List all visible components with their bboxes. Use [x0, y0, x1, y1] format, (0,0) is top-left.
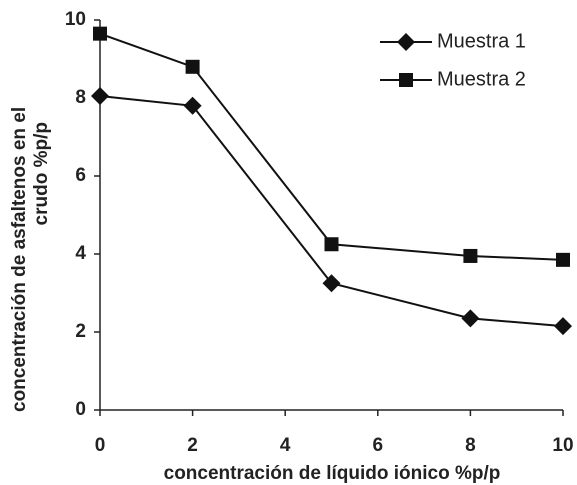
marker	[183, 96, 202, 115]
marker	[554, 317, 572, 336]
legend-label: Muestra 1	[437, 30, 526, 52]
y-axis-title: concentración de asfaltenos en el	[9, 107, 30, 412]
x-tick-label: 10	[552, 435, 573, 456]
y-tick-label: 10	[65, 9, 86, 30]
x-axis-title: concentración de líquido iónico %p/p	[164, 463, 501, 484]
y-axis-title: crudo %p/p	[31, 122, 52, 225]
x-tick-label: 4	[280, 435, 291, 456]
marker	[324, 237, 339, 252]
marker	[556, 252, 570, 267]
x-tick-label: 6	[373, 435, 384, 456]
x-tick-label: 2	[187, 435, 198, 456]
legend-label: Muestra 2	[437, 68, 526, 90]
y-tick-label: 2	[75, 321, 86, 342]
y-tick-label: 6	[75, 165, 86, 186]
y-tick-label: 4	[75, 243, 86, 264]
x-tick-label: 0	[95, 435, 106, 456]
y-tick-label: 0	[75, 399, 86, 420]
y-tick-label: 8	[75, 87, 86, 108]
legend-marker	[397, 33, 415, 51]
marker	[185, 59, 200, 74]
marker	[91, 87, 109, 106]
marker	[322, 274, 341, 293]
marker	[461, 309, 480, 328]
marker	[93, 26, 107, 41]
legend-marker	[399, 73, 413, 87]
marker	[463, 248, 478, 263]
x-tick-label: 8	[465, 435, 476, 456]
